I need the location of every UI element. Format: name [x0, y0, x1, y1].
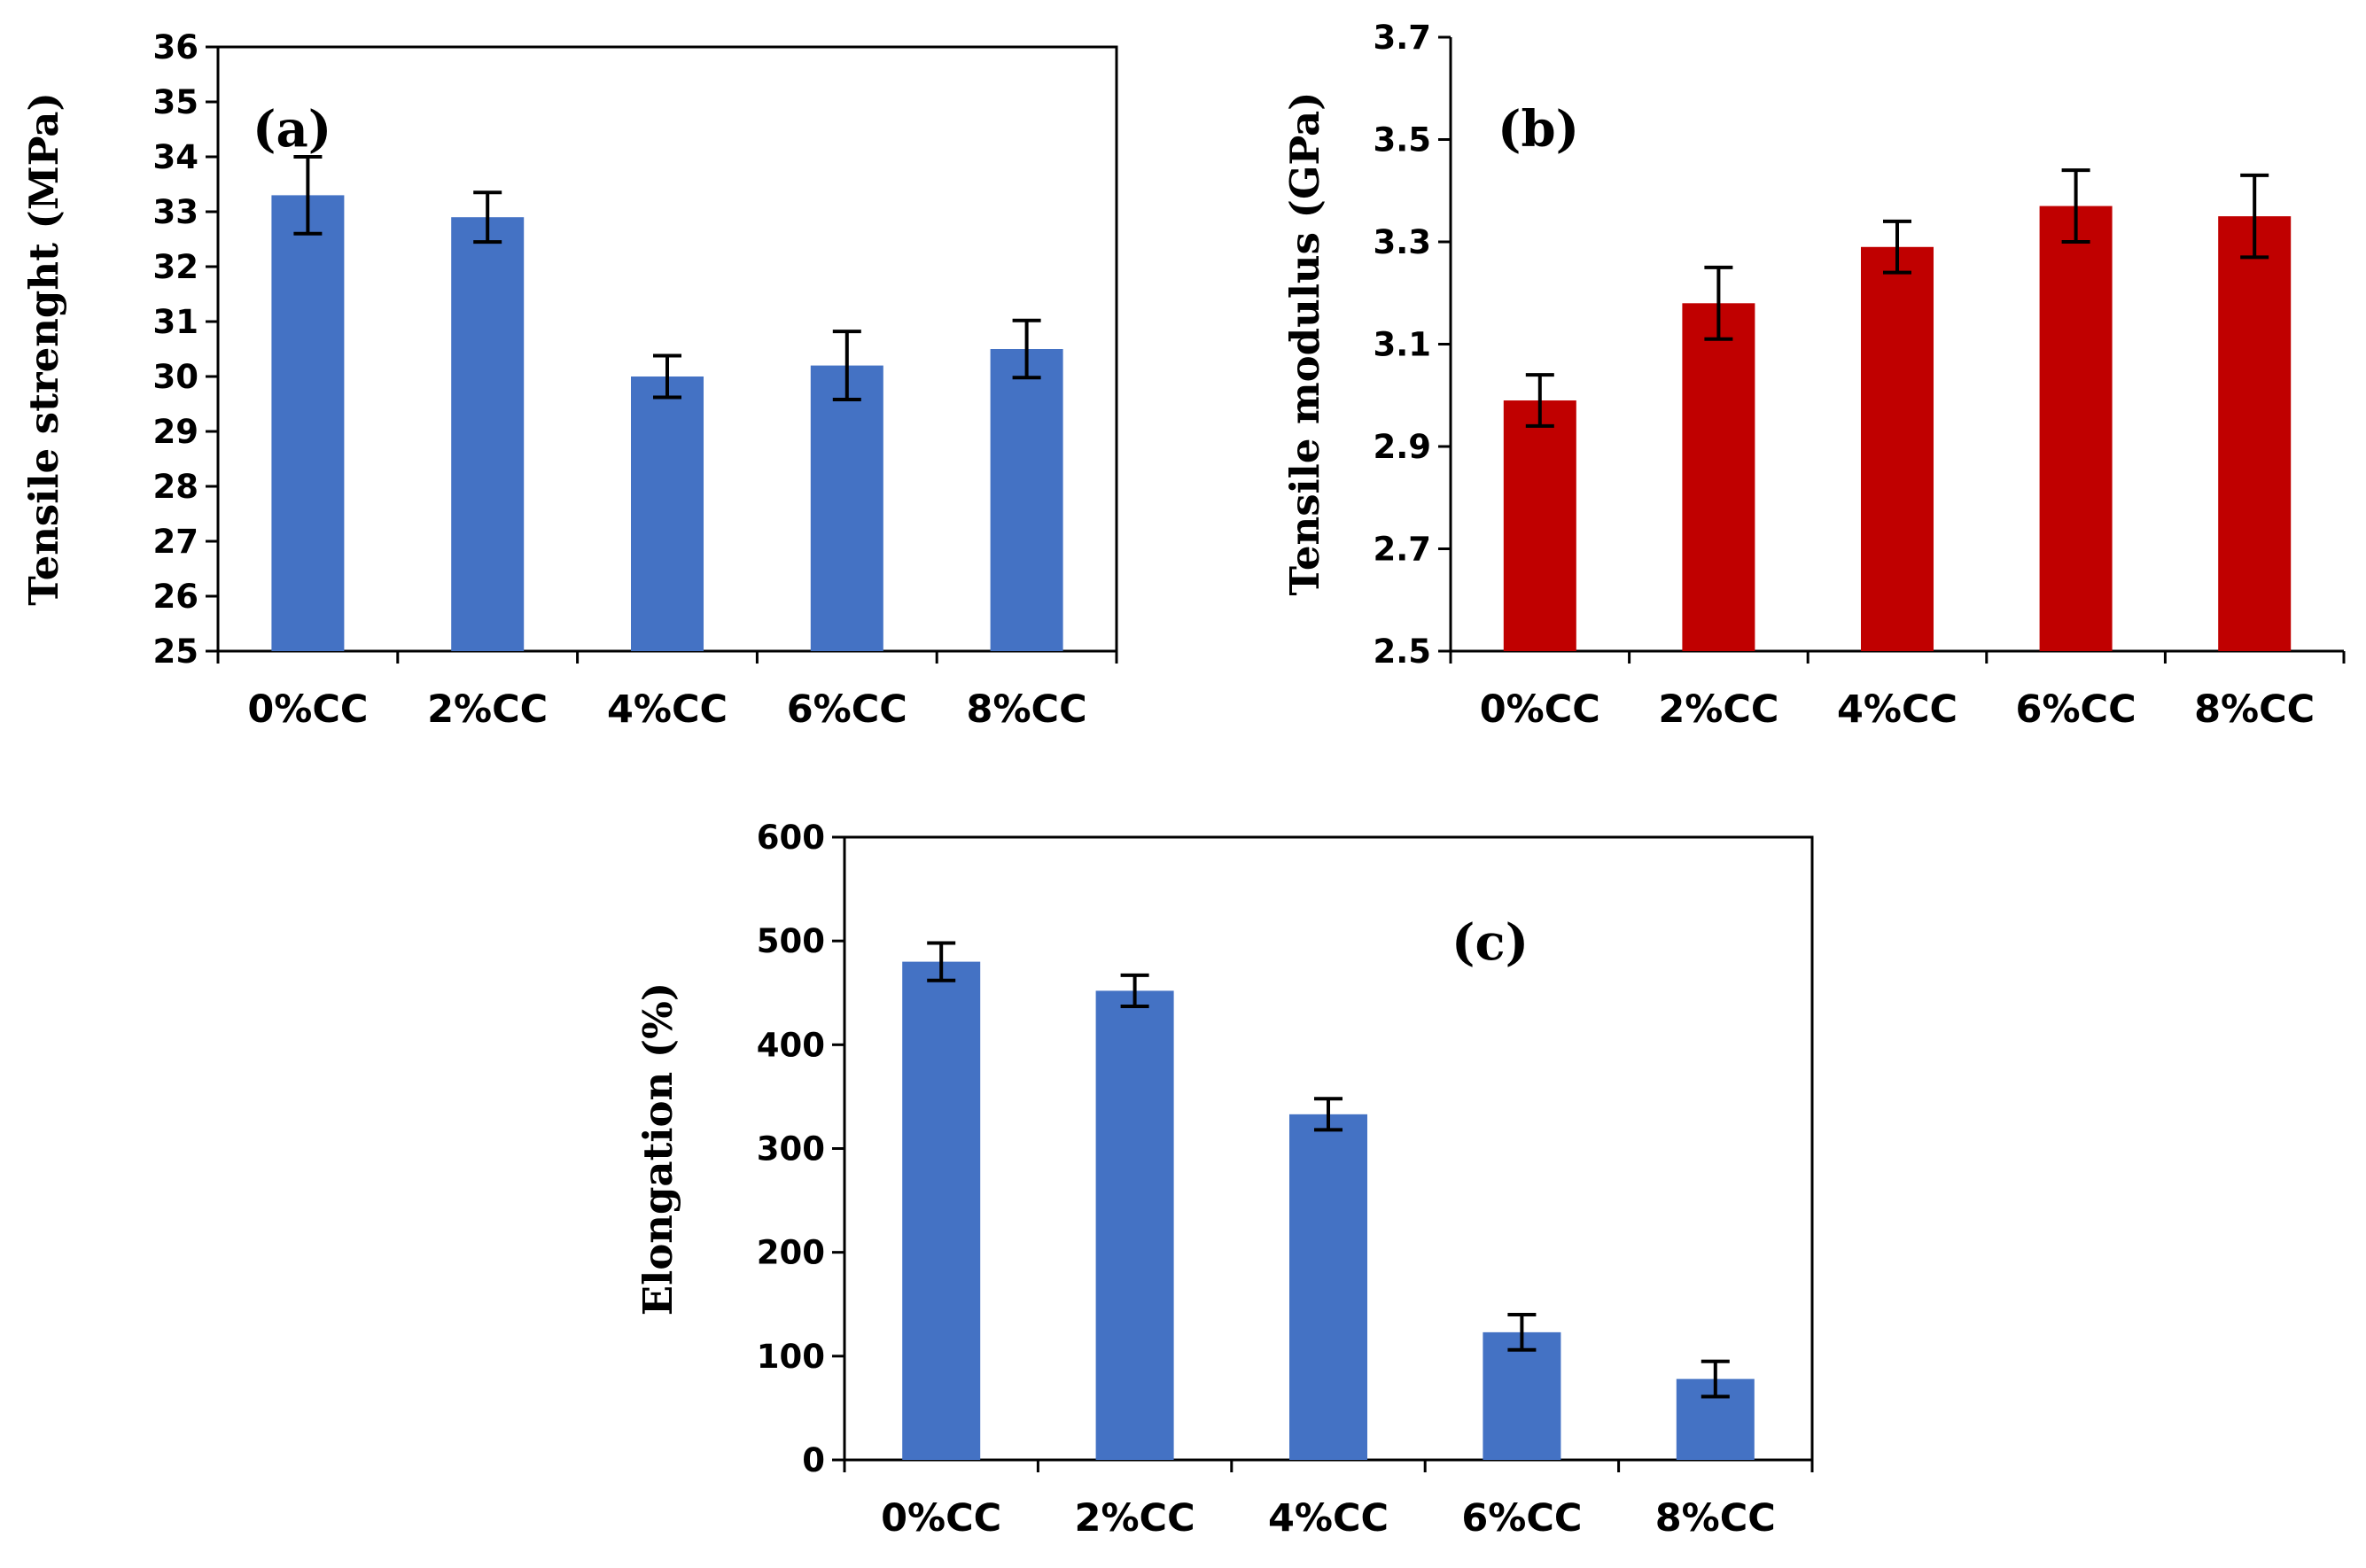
y-tick-label: 3.5 — [1373, 121, 1431, 159]
y-tick-label: 26 — [153, 578, 199, 616]
bar-4%CC — [631, 376, 704, 651]
y-tick-label: 25 — [153, 633, 199, 671]
y-axis-title: Elongation (%) — [634, 982, 681, 1316]
y-axis-title: Tensile strenght (MPa) — [20, 92, 67, 606]
x-category-label: 0%CC — [247, 687, 368, 732]
y-tick-label: 28 — [153, 468, 199, 506]
panel-label: (c) — [1452, 913, 1529, 972]
y-tick-label: 300 — [757, 1130, 825, 1168]
bar-2%CC — [1095, 990, 1174, 1460]
bar-8%CC — [2218, 216, 2292, 651]
bar-8%CC — [990, 349, 1063, 651]
y-tick-label: 33 — [153, 193, 199, 231]
error-bar — [2240, 173, 2269, 260]
error-bar — [1314, 1097, 1343, 1132]
y-tick-label: 2.9 — [1373, 428, 1431, 466]
y-tick-label: 36 — [153, 28, 199, 66]
bar-4%CC — [1861, 246, 1934, 651]
y-tick-label: 200 — [757, 1234, 825, 1272]
x-category-label: 0%CC — [881, 1496, 1001, 1541]
x-category-label: 4%CC — [1837, 687, 1957, 732]
panel-label: (b) — [1498, 100, 1579, 159]
bar-6%CC — [1483, 1331, 1561, 1460]
panel-b: 2.5 2.7 2.9 3.1 3.3 3.5 3.7 0%CC 2%CC 4%CC 6%CC 8%C… — [1281, 19, 2346, 732]
x-category-label: 2%CC — [427, 687, 548, 732]
error-bar — [832, 330, 861, 402]
x-category-label: 8%CC — [967, 687, 1087, 732]
error-bar — [293, 155, 323, 236]
error-bar — [1704, 265, 1733, 341]
y-tick-label: 0 — [802, 1441, 825, 1479]
y-tick-label: 600 — [757, 819, 825, 857]
y-tick-label: 31 — [153, 303, 199, 341]
y-tick-label: 30 — [153, 358, 199, 396]
bar-6%CC — [810, 365, 883, 651]
error-bar — [1525, 373, 1554, 428]
y-tick-label: 500 — [757, 922, 825, 960]
x-category-label: 4%CC — [1268, 1496, 1389, 1541]
bar-0%CC — [271, 195, 345, 651]
error-bar — [1701, 1359, 1730, 1399]
error-bar — [2061, 168, 2090, 244]
x-category-label: 0%CC — [1480, 687, 1600, 732]
x-category-label: 8%CC — [1655, 1496, 1776, 1541]
x-category-label: 6%CC — [1461, 1496, 1582, 1541]
y-tick-label: 100 — [757, 1338, 825, 1376]
panel-c: 0 100 200 300 400 500 600 0%CC 2%CC 4%CC 6%CC 8%CC E… — [634, 819, 1814, 1541]
bar-2%CC — [451, 217, 525, 651]
y-tick-label: 29 — [153, 413, 199, 451]
y-tick-label: 34 — [153, 138, 199, 176]
bar-2%CC — [1682, 303, 1755, 651]
y-tick-label: 2.7 — [1373, 531, 1431, 569]
x-category-label: 4%CC — [607, 687, 728, 732]
error-bar — [1120, 973, 1149, 1008]
x-category-label: 8%CC — [2194, 687, 2315, 732]
bar-0%CC — [1503, 400, 1576, 651]
bar-0%CC — [902, 961, 981, 1460]
y-tick-label: 2.5 — [1373, 633, 1431, 671]
y-tick-label: 3.1 — [1373, 326, 1431, 364]
y-axis-title: Tensile modulus (GPa) — [1281, 92, 1328, 596]
panel-label: (a) — [253, 100, 331, 159]
bar-4%CC — [1289, 1114, 1367, 1460]
x-category-label: 2%CC — [1658, 687, 1778, 732]
error-bar — [1507, 1312, 1537, 1352]
y-tick-label: 27 — [153, 523, 199, 561]
error-bar — [653, 353, 681, 400]
x-category-label: 6%CC — [787, 687, 907, 732]
bar-6%CC — [2039, 206, 2113, 651]
error-bar — [1012, 318, 1041, 380]
error-bar — [473, 190, 502, 245]
y-tick-label: 32 — [153, 248, 199, 286]
y-tick-label: 3.3 — [1373, 223, 1431, 261]
x-category-label: 6%CC — [2016, 687, 2136, 732]
y-tick-label: 400 — [757, 1026, 825, 1064]
panel-a: 25 26 27 28 29 30 31 32 33 34 35 36 0%CC 2%CC 4%CC 6%CC… — [20, 28, 1118, 732]
error-bar — [927, 941, 956, 982]
error-bar — [1883, 219, 1911, 275]
x-category-label: 2%CC — [1075, 1496, 1195, 1541]
y-tick-label: 35 — [153, 83, 199, 121]
y-tick-label: 3.7 — [1373, 19, 1431, 57]
